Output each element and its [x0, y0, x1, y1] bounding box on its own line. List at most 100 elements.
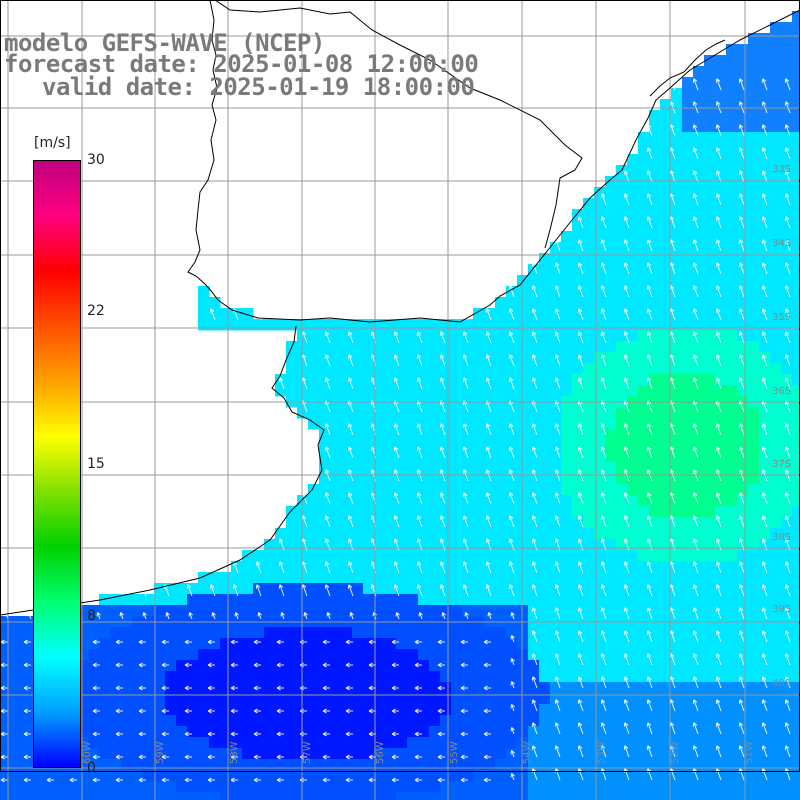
- speed-cell: [165, 781, 177, 793]
- speed-cell: [198, 671, 210, 683]
- speed-cell: [693, 209, 705, 221]
- speed-cell: [341, 561, 353, 573]
- speed-cell: [671, 220, 683, 232]
- speed-cell: [506, 792, 518, 800]
- wind-arrow: [322, 777, 330, 783]
- wind-arrow: [761, 377, 768, 390]
- speed-cell: [242, 627, 254, 639]
- speed-cell: [781, 88, 793, 100]
- wind-arrow: [0, 731, 8, 737]
- speed-cell: [407, 572, 419, 584]
- speed-cell: [506, 748, 518, 760]
- speed-cell: [781, 132, 793, 144]
- speed-cell: [330, 341, 342, 353]
- speed-cell: [561, 517, 573, 529]
- latitude-label: 38S: [772, 532, 791, 543]
- speed-cell: [429, 451, 441, 463]
- speed-cell: [242, 594, 254, 606]
- speed-cell: [704, 561, 716, 573]
- speed-cell: [11, 715, 23, 727]
- speed-cell: [528, 286, 540, 298]
- wind-arrow: [554, 423, 561, 436]
- speed-cell: [737, 671, 749, 683]
- speed-cell: [737, 572, 749, 584]
- speed-cell: [715, 495, 727, 507]
- speed-cell: [572, 572, 584, 584]
- speed-cell: [660, 737, 672, 749]
- speed-cell: [726, 583, 738, 595]
- speed-cell: [242, 737, 254, 749]
- speed-cell: [440, 561, 452, 573]
- speed-cell: [473, 792, 485, 800]
- speed-cell: [638, 638, 650, 650]
- speed-cell: [308, 539, 320, 551]
- speed-cell: [22, 671, 34, 683]
- speed-cell: [121, 638, 133, 650]
- wind-arrow: [577, 653, 584, 666]
- speed-cell: [143, 770, 155, 782]
- speed-cell: [704, 308, 716, 320]
- speed-cell: [726, 649, 738, 661]
- speed-cell: [451, 726, 463, 738]
- speed-cell: [737, 682, 749, 694]
- speed-cell: [605, 484, 617, 496]
- speed-cell: [253, 572, 265, 584]
- speed-cell: [561, 374, 573, 386]
- wind-arrow: [531, 676, 538, 689]
- speed-cell: [495, 363, 507, 375]
- speed-cell: [594, 198, 606, 210]
- speed-cell: [748, 55, 760, 67]
- speed-cell: [275, 594, 287, 606]
- speed-cell: [517, 605, 529, 617]
- speed-cell: [264, 319, 276, 331]
- speed-cell: [627, 792, 639, 800]
- latitude-label: 33S: [772, 164, 791, 175]
- speed-cell: [781, 704, 793, 716]
- speed-cell: [605, 583, 617, 595]
- speed-cell: [473, 671, 485, 683]
- speed-cell: [748, 693, 760, 705]
- speed-cell: [440, 759, 452, 771]
- speed-cell: [649, 231, 661, 243]
- speed-cell: [759, 44, 771, 56]
- speed-cell: [407, 770, 419, 782]
- speed-cell: [726, 627, 738, 639]
- wind-arrow: [232, 584, 239, 597]
- speed-cell: [649, 363, 661, 375]
- wind-arrow: [692, 699, 699, 712]
- speed-cell: [682, 495, 694, 507]
- speed-cell: [319, 462, 331, 474]
- speed-cell: [748, 649, 760, 661]
- speed-cell: [539, 352, 551, 364]
- speed-cell: [429, 495, 441, 507]
- wind-arrow: [460, 685, 468, 691]
- speed-cell: [572, 792, 584, 800]
- speed-cell: [715, 330, 727, 342]
- speed-cell: [561, 352, 573, 364]
- speed-cell: [385, 770, 397, 782]
- bay-detail: [649, 39, 726, 97]
- speed-cell: [495, 352, 507, 364]
- speed-cell: [88, 726, 100, 738]
- wind-arrow: [738, 101, 745, 114]
- speed-cell: [352, 627, 364, 639]
- speed-cell: [231, 561, 243, 573]
- speed-cell: [440, 770, 452, 782]
- speed-cell: [77, 638, 89, 650]
- speed-cell: [693, 561, 705, 573]
- speed-cell: [770, 110, 782, 122]
- speed-cell: [209, 704, 221, 716]
- speed-cell: [671, 363, 683, 375]
- speed-cell: [319, 506, 331, 518]
- speed-cell: [671, 528, 683, 540]
- speed-cell: [792, 484, 800, 496]
- speed-cell: [407, 451, 419, 463]
- speed-cell: [770, 726, 782, 738]
- wind-arrow: [623, 653, 630, 666]
- wind-arrow: [278, 354, 285, 367]
- speed-cell: [682, 88, 694, 100]
- wind-arrow: [784, 308, 791, 321]
- speed-cell: [660, 572, 672, 584]
- speed-cell: [264, 781, 276, 793]
- speed-cell: [682, 638, 694, 650]
